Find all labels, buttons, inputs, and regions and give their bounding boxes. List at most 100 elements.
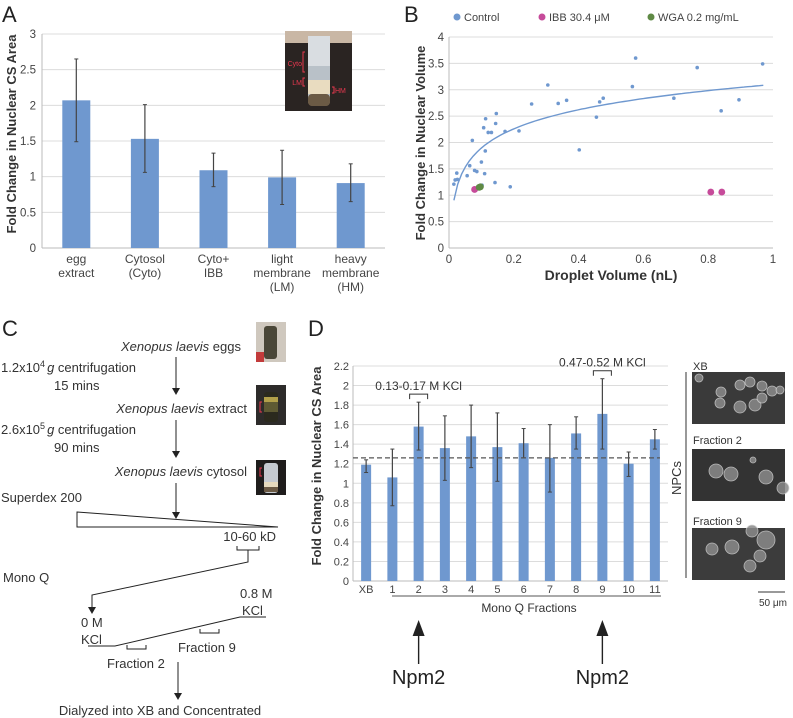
tube-photo-inset: Cyto LM HM [285, 31, 352, 111]
nucleus [758, 469, 774, 485]
y-tick-label: 0.6 [334, 517, 349, 529]
y-tick-label: 0.4 [334, 537, 349, 549]
legend-label: Control [464, 12, 499, 24]
low-salt-label-1: 0 M [81, 615, 103, 630]
x-tick-label: 4 [468, 584, 474, 596]
y-tick-label: 1.6 [334, 420, 349, 432]
data-point [517, 129, 521, 133]
arrow-3-head [172, 512, 180, 519]
x-tick-label: 11 [649, 584, 660, 596]
nucleus [756, 380, 768, 392]
nucleus [733, 400, 747, 414]
legend-marker [453, 13, 461, 21]
x-tick-label: Cytosol [125, 252, 165, 266]
x-tick-label: extract [58, 266, 95, 280]
data-point [737, 97, 741, 102]
nucleus [723, 466, 739, 482]
step-extract: Xenopus laevis extract [115, 401, 247, 416]
data-point [564, 98, 569, 103]
x-tick-label: 1 [770, 254, 776, 266]
data-point [493, 121, 498, 126]
nucleus [756, 392, 768, 404]
y-tick-label: 3 [438, 85, 444, 97]
data-point [486, 130, 491, 135]
chart-d-x-labels: XB 1 2 3 4 5 6 7 8 9 10 11 [359, 584, 661, 596]
panel-label-b: B [404, 2, 419, 27]
nucleus [745, 524, 759, 538]
x-tick-label: light [271, 252, 294, 266]
data-point [465, 173, 469, 178]
spin-2-time: 90 mins [54, 440, 100, 455]
data-point [493, 180, 497, 185]
y-tick-label: 4 [438, 32, 445, 44]
data-point [479, 160, 484, 164]
x-tick-label: 10 [623, 584, 635, 596]
y-tick-label: 1.8 [334, 400, 349, 412]
y-tick-label: 0 [343, 576, 349, 588]
fraction-9-bracket [199, 629, 220, 634]
chart-d-bars [361, 413, 660, 581]
data-point [695, 65, 699, 70]
y-tick-label: 1.5 [428, 164, 444, 176]
bar [597, 413, 608, 581]
panel-label-a: A [2, 2, 17, 27]
x-tick-label: 0.4 [571, 254, 588, 266]
npm2-arrow-head [596, 620, 609, 636]
data-point [481, 125, 486, 130]
nucleus [724, 539, 740, 555]
chart-d-gridlines [352, 365, 668, 582]
data-point [601, 96, 606, 100]
photo-extract [256, 385, 286, 425]
fraction-9-label: Fraction 9 [178, 640, 236, 655]
x-tick-label: 5 [494, 584, 500, 596]
data-point [577, 148, 582, 152]
inset-label-hm: HM [335, 88, 346, 95]
data-point [452, 182, 456, 186]
kd-bracket [236, 546, 260, 551]
x-tick-label: (LM) [270, 280, 295, 294]
data-point [489, 130, 494, 135]
nucleus [734, 379, 746, 391]
superdex-gradient-wedge [76, 511, 279, 528]
npc-nuclei [694, 373, 790, 573]
nucleus [775, 385, 785, 395]
data-point [475, 169, 479, 174]
arrow-4-head [88, 607, 96, 614]
y-tick-label: 0 [30, 243, 36, 255]
chart-b-gridlines [448, 36, 773, 249]
chart-d-y-ticks: 0 0.2 0.4 0.6 0.8 1 1.2 1.4 1.6 1.8 2 2.2 [334, 361, 349, 588]
y-tick-label: 1.4 [334, 439, 349, 451]
x-tick-label: 0.8 [700, 254, 716, 266]
chart-a-x-labels: eggextractCytosol(Cyto)Cyto+IBBlightmemb… [58, 252, 379, 294]
data-point [760, 62, 765, 66]
high-salt-label-1: 0.8 M [240, 586, 273, 601]
nucleus [756, 530, 776, 550]
y-tick-label: 2 [30, 100, 36, 112]
chart-b-y-ticks: 0 0.5 1 1.5 2 2.5 3 3.5 4 [428, 32, 445, 255]
y-tick-label: 2.2 [334, 361, 349, 373]
nucleus [766, 385, 778, 397]
bar [413, 426, 424, 581]
y-tick-label: 2 [343, 381, 349, 393]
data-point [470, 138, 475, 143]
y-tick-label: 0.8 [334, 498, 349, 510]
data-point [455, 177, 460, 182]
chart-b-points [452, 56, 765, 196]
annotation-bracket [409, 393, 429, 400]
y-tick-label: 1 [438, 190, 444, 202]
x-tick-label: 0 [446, 254, 452, 266]
data-point [630, 84, 635, 89]
y-tick-label: 0.5 [20, 207, 36, 219]
step-cytosol: Xenopus laevis cytosol [114, 464, 247, 479]
bar [623, 463, 634, 581]
fraction-2-label: Fraction 2 [107, 656, 165, 671]
nucleus [694, 373, 704, 383]
x-tick-label: egg [66, 252, 86, 266]
data-point [503, 129, 507, 134]
x-tick-label: membrane [253, 266, 311, 280]
chart-a-bars [62, 100, 365, 248]
chart-d-npm2-arrows: Npm2 Npm2 [392, 620, 629, 689]
npc-label-fraction-9: Fraction 9 [693, 516, 742, 528]
